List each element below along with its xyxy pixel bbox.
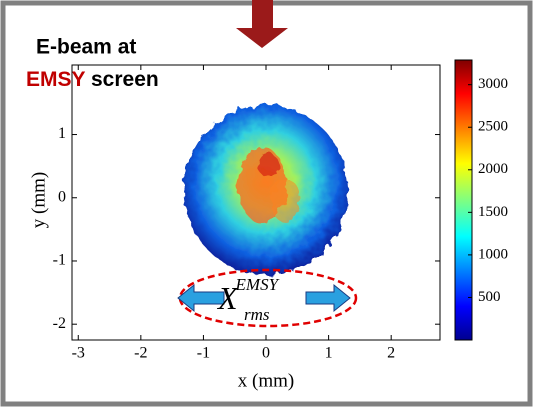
figure: E-beam at EMSY screen XEMSYrms x (mm) y … [0, 0, 533, 407]
y-tick-label: 0 [58, 188, 66, 205]
beam-image [184, 105, 348, 275]
colorbar-tick-label: 1000 [478, 246, 508, 262]
annotation-sup: EMSY [235, 275, 280, 294]
x-tick-label: -3 [72, 345, 85, 362]
arrow-right [306, 285, 350, 311]
title-highlight: EMSY [26, 68, 86, 91]
colorbar-tick-label: 3000 [478, 76, 508, 92]
title-rest: screen [91, 68, 159, 91]
title-line1: E-beam at [36, 36, 136, 59]
y-tick-label: -2 [53, 315, 66, 332]
x-tick-label: 1 [325, 345, 333, 362]
colorbar-tick-label: 500 [478, 289, 501, 305]
x-tick-label: 0 [262, 345, 270, 362]
x-axis-label: x (mm) [238, 370, 294, 391]
y-tick-label: -1 [53, 252, 66, 269]
x-tick-label: -2 [134, 345, 147, 362]
y-tick-label: 1 [58, 125, 66, 142]
colorbar [455, 60, 472, 340]
plot [184, 105, 348, 275]
colorbar-tick-label: 1500 [478, 204, 508, 220]
arrow-down [236, 0, 288, 48]
annotation-sub: rms [244, 305, 270, 324]
x-tick-label: 2 [387, 345, 395, 362]
colorbar-tick-label: 2500 [478, 119, 508, 135]
colorbar-tick-label: 2000 [478, 161, 508, 177]
title-line2: EMSY screen [26, 68, 159, 91]
y-axis-label: y (mm) [28, 172, 49, 228]
x-tick-label: -1 [197, 345, 210, 362]
